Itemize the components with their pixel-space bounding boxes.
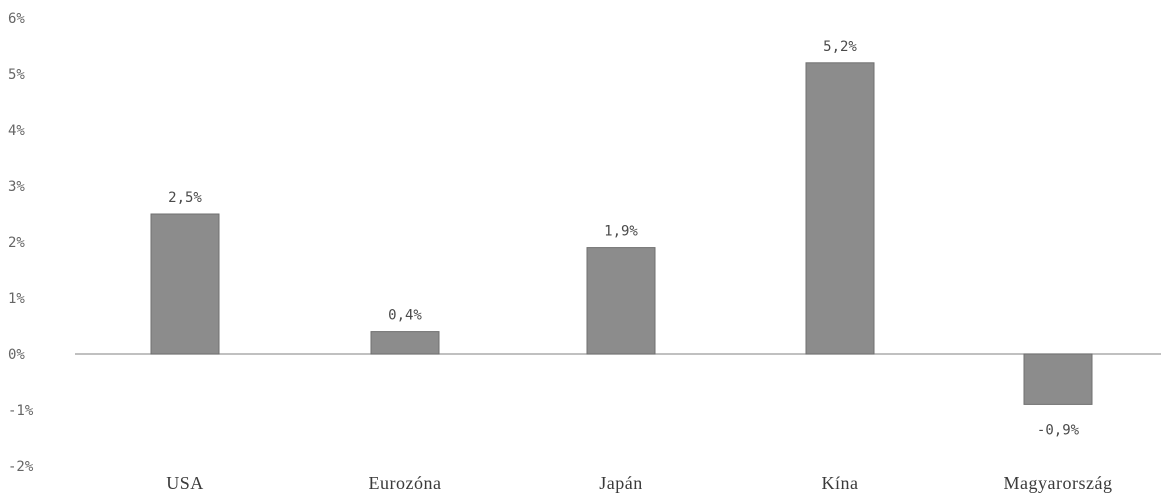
category-label: USA: [166, 473, 204, 493]
y-tick-label: 6%: [8, 11, 25, 27]
category-label: Magyarország: [1004, 473, 1113, 493]
bar-kína: [805, 62, 875, 355]
bar-usa: [150, 213, 220, 355]
category-label: Eurozóna: [369, 473, 442, 493]
bar-eurozóna: [370, 331, 440, 355]
data-label: 5,2%: [823, 39, 857, 55]
y-tick-label: 5%: [8, 67, 25, 83]
y-tick-label: 3%: [8, 179, 25, 195]
y-axis-ticks: 6% 5% 4% 3% 2% 1% 0% -1% -2%: [8, 11, 34, 475]
category-label: Kína: [822, 473, 859, 493]
y-tick-label: 4%: [8, 123, 25, 139]
bars-group: [150, 62, 1093, 405]
y-tick-label: 1%: [8, 291, 25, 307]
category-labels-group: USA Eurozóna Japán Kína Magyarország: [166, 473, 1112, 493]
y-tick-label: -2%: [8, 459, 34, 475]
data-label: -0,9%: [1037, 422, 1080, 438]
y-tick-label: -1%: [8, 403, 34, 419]
category-label: Japán: [599, 473, 642, 493]
bar-japán: [586, 247, 656, 355]
data-label: 0,4%: [388, 308, 422, 324]
data-labels-group: 2,5% 0,4% 1,9% 5,2% -0,9%: [168, 39, 1079, 439]
data-label: 2,5%: [168, 190, 202, 206]
bar-magyarország: [1023, 353, 1093, 405]
y-tick-label: 2%: [8, 235, 25, 251]
data-label: 1,9%: [604, 224, 638, 240]
y-tick-label: 0%: [8, 347, 25, 363]
